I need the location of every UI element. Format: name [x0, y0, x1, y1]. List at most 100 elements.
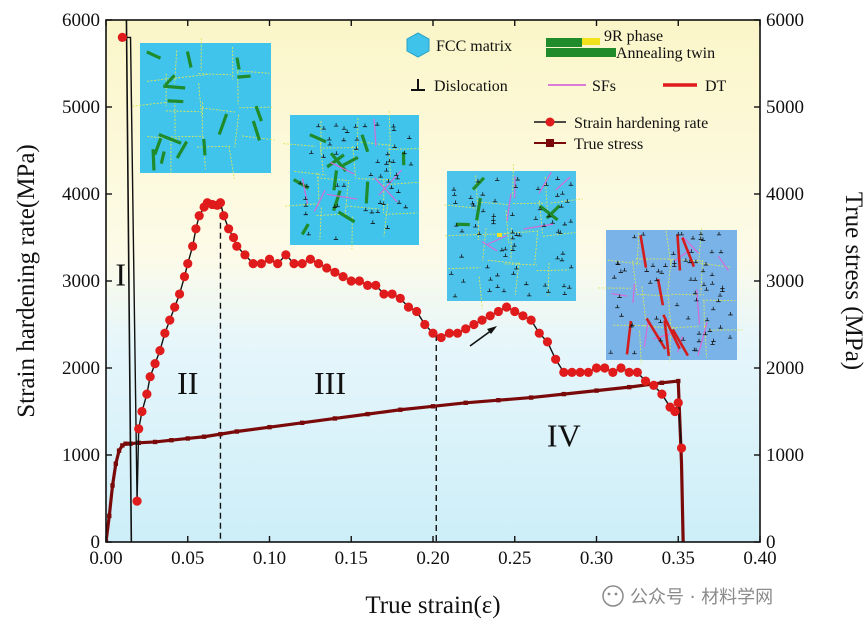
annealing-twin — [237, 74, 251, 79]
hardening-rate-point — [412, 306, 422, 317]
hardening-rate-point — [191, 224, 201, 234]
dislocation — [492, 198, 498, 203]
grain-boundary — [702, 299, 736, 302]
grain-boundary — [319, 207, 322, 241]
hardening-rate-point — [346, 276, 356, 286]
grain-boundary — [550, 198, 583, 204]
stacking-fault — [682, 236, 699, 254]
true-stress-point — [106, 539, 109, 542]
stacking-fault — [697, 322, 708, 356]
annealing-twin — [342, 155, 359, 167]
dislocation — [617, 294, 622, 298]
grain-boundary — [198, 83, 203, 116]
hardening-rate-point — [420, 319, 430, 330]
grain-boundary — [643, 325, 677, 329]
hardening-rate-point — [281, 250, 291, 260]
true-stress-point — [185, 436, 190, 441]
dislocation — [569, 264, 574, 269]
dislocation — [709, 272, 715, 277]
dislocation — [327, 141, 333, 146]
hardening-rate-point — [338, 272, 348, 282]
hardening-rate-point — [228, 232, 239, 243]
dislocation — [700, 268, 706, 273]
inset-background — [290, 115, 419, 245]
grain-boundary — [475, 175, 479, 208]
dislocation — [471, 203, 476, 207]
hardening-rate-point — [371, 280, 381, 290]
y-right-tick-label: 2000 — [766, 358, 804, 379]
dislocation — [306, 231, 311, 236]
annealing-twin — [153, 137, 163, 156]
grain-boundary — [241, 135, 275, 141]
stage-label: IV — [547, 417, 581, 453]
dislocation — [517, 232, 522, 237]
dislocation — [391, 123, 396, 128]
grain-boundary — [319, 139, 324, 173]
stage-label: III — [314, 365, 346, 401]
hardening-rate-point — [567, 367, 577, 377]
grain-boundary — [671, 293, 705, 296]
watermark: 公众号 · 材料学网 — [602, 585, 773, 608]
dislocation — [641, 232, 646, 236]
grain-boundary — [542, 232, 576, 237]
dislocation — [546, 289, 551, 293]
hardening-rate-point — [379, 289, 389, 299]
annealing-twin — [217, 113, 229, 136]
dislocation — [542, 283, 548, 287]
hardening-rate-point — [469, 319, 479, 330]
grain-boundary — [703, 301, 705, 334]
dislocation — [375, 159, 380, 163]
hardening-rate-point — [330, 267, 340, 277]
grain-boundary — [477, 201, 511, 206]
dislocation — [707, 328, 713, 332]
dislocation — [480, 208, 486, 213]
annealing-twin — [332, 170, 339, 191]
true-stress-point — [169, 438, 174, 443]
true-stress-point — [496, 397, 501, 403]
arrow-annotation — [469, 326, 497, 347]
grain-boundary — [346, 205, 380, 210]
grain-boundary — [667, 294, 672, 327]
legend-dt-label: DT — [705, 78, 727, 95]
dislocation — [387, 158, 392, 163]
true-stress-point — [676, 378, 681, 384]
dislocation — [632, 234, 637, 239]
series-layer — [106, 20, 687, 542]
hardening-rate-point — [179, 272, 190, 282]
grain-boundary — [132, 102, 166, 107]
hardening-rate-point — [145, 372, 155, 382]
annealing-twin — [146, 50, 162, 60]
dislocation — [728, 311, 733, 316]
dislocation — [654, 316, 659, 320]
legend-dislocation-label: Dislocation — [434, 78, 508, 95]
annealing-twin — [151, 149, 156, 171]
dislocation — [374, 122, 380, 126]
annealing-twin — [364, 181, 370, 204]
dislocation — [370, 220, 376, 224]
inset-2 — [283, 110, 422, 249]
dislocation — [391, 159, 396, 163]
watermark-text: 公众号 · 材料学网 — [630, 587, 773, 608]
dislocation — [704, 287, 709, 291]
hardening-rate-drop-line — [125, 20, 133, 542]
hardening-rate-point — [559, 367, 569, 377]
true-stress-point — [116, 448, 122, 453]
dislocation — [408, 162, 414, 166]
dislocation — [494, 177, 500, 181]
grain-boundary — [174, 74, 208, 79]
hardening-rate-point — [322, 263, 332, 273]
hardening-rate-point — [501, 302, 512, 312]
dislocation — [710, 281, 715, 285]
dislocation — [717, 293, 723, 297]
dislocation — [693, 259, 699, 264]
twin-swatch-icon — [546, 38, 582, 47]
dislocation — [618, 269, 624, 273]
hardening-rate-point — [313, 259, 324, 269]
legend-series1-label: Strain hardening rate — [574, 115, 708, 132]
dislocation — [718, 325, 723, 329]
hardening-rate-point — [194, 211, 204, 221]
dislocation — [396, 200, 402, 204]
dislocation — [535, 186, 541, 191]
stacking-fault — [326, 193, 358, 200]
dislocation — [495, 284, 500, 288]
